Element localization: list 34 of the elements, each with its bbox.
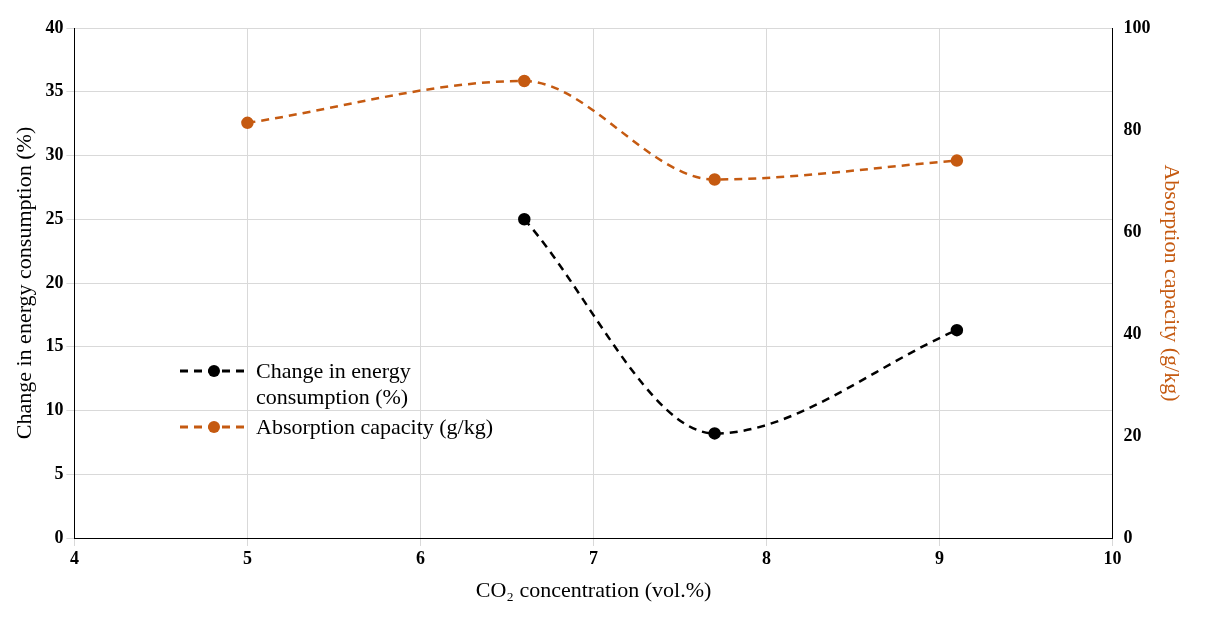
- x-tick-label: 5: [242, 548, 252, 569]
- y-tick-label: 5: [54, 462, 64, 483]
- y-axis-title: Change in energy consumption (%): [10, 126, 36, 440]
- y-tick-label: 35: [45, 80, 64, 101]
- x-tick-label: 9: [935, 548, 945, 569]
- point: [950, 323, 964, 337]
- y-tick-label: 0: [54, 526, 64, 547]
- y2-tick-label: 0: [1123, 526, 1133, 547]
- x-axis-title: CO₂ concentration (vol.%): [475, 576, 712, 602]
- y-tick-label: 25: [45, 207, 64, 228]
- y-tick-label: 15: [45, 335, 64, 356]
- point: [241, 116, 254, 130]
- y-tick-label: 20: [45, 271, 64, 292]
- y2-tick-label: 60: [1123, 220, 1142, 241]
- point: [950, 154, 964, 167]
- y2-tick-label: 40: [1123, 322, 1142, 343]
- x-tick-label: 4: [69, 548, 79, 569]
- x-tick-label: 10: [1103, 548, 1122, 569]
- x-tick-label: 8: [762, 548, 772, 569]
- y2-tick-label: 100: [1123, 16, 1151, 37]
- point: [708, 173, 721, 186]
- point: [518, 213, 531, 226]
- legend-label: Absorption capacity (g/kg): [256, 414, 494, 440]
- legend-label: Change in energy consumption (%): [256, 358, 412, 410]
- point: [708, 427, 721, 440]
- y2-tick-label: 20: [1123, 424, 1142, 445]
- point: [518, 74, 531, 88]
- y-tick-label: 40: [45, 16, 64, 37]
- y2-axis-title: Absorption capacity (g/kg): [1160, 164, 1186, 402]
- x-tick-label: 6: [415, 548, 425, 569]
- y-tick-label: 30: [45, 144, 64, 165]
- y2-tick-label: 80: [1123, 118, 1142, 139]
- x-tick-label: 7: [589, 548, 598, 569]
- y-tick-label: 10: [45, 399, 64, 420]
